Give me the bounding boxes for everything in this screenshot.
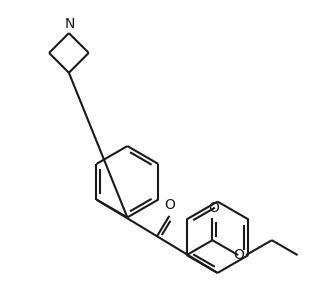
Text: O: O	[208, 201, 219, 215]
Text: N: N	[65, 17, 75, 31]
Text: O: O	[234, 248, 244, 262]
Text: O: O	[164, 198, 175, 212]
